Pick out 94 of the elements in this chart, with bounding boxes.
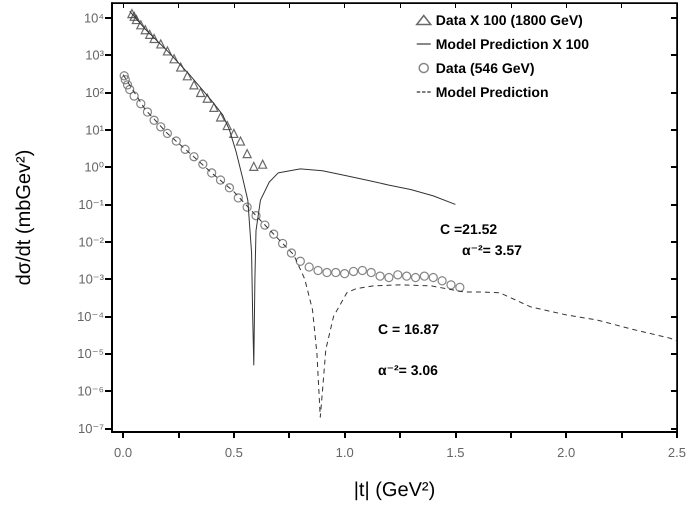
point	[322, 268, 332, 278]
point	[222, 120, 232, 130]
point	[340, 269, 350, 278]
point	[260, 220, 270, 230]
point	[122, 80, 132, 90]
point	[198, 160, 208, 169]
point	[156, 122, 166, 132]
y-tick-label: 10⁻⁶	[77, 384, 104, 399]
point	[249, 162, 258, 171]
annotation: α⁻²= 3.57	[462, 242, 522, 258]
y-tick-label: 10⁻¹	[78, 196, 105, 212]
point	[132, 14, 141, 24]
point	[142, 107, 152, 117]
point	[130, 12, 139, 21]
x-tick-label: 2.5	[668, 445, 686, 460]
annotation: C =21.52	[440, 221, 498, 237]
point	[375, 272, 385, 281]
point	[202, 94, 212, 103]
point	[446, 280, 456, 290]
legend-label: Model Prediction X 100	[436, 36, 590, 52]
x-tick-label: 1.0	[336, 445, 354, 460]
y-tick-label: 10⁰	[84, 160, 104, 175]
point	[251, 211, 261, 220]
annotation: C = 16.87	[378, 321, 440, 337]
point	[234, 193, 243, 202]
y-tick-label: 10⁻⁷	[78, 420, 104, 436]
point	[156, 39, 166, 49]
point	[269, 230, 278, 239]
point	[216, 175, 226, 185]
y-tick-label: 10⁻³	[78, 272, 105, 287]
point	[304, 262, 314, 272]
point	[127, 9, 137, 18]
point	[145, 30, 154, 40]
point	[120, 75, 130, 84]
point	[140, 25, 150, 34]
legend-label: Data (546 GeV)	[436, 60, 535, 76]
point	[189, 80, 199, 90]
point	[136, 99, 146, 108]
y-axis-title: dσ/dt (mbGev²)	[13, 150, 35, 286]
point	[149, 34, 159, 44]
point	[130, 92, 139, 101]
point	[242, 202, 252, 212]
x-tick-label: 0.5	[224, 445, 243, 460]
point	[286, 248, 296, 258]
point	[258, 160, 268, 169]
point	[162, 46, 172, 56]
point	[125, 84, 134, 94]
point	[402, 272, 412, 281]
legend-label: Model Prediction	[436, 84, 549, 100]
point	[236, 136, 246, 146]
x-tick-label: 1.5	[446, 445, 464, 460]
point	[176, 62, 186, 72]
y-tick-label: 10⁻²	[78, 234, 105, 250]
point	[136, 20, 146, 30]
point	[229, 128, 238, 138]
x-tick-label: 0.0	[114, 445, 132, 460]
point	[393, 270, 402, 280]
y-tick-label: 10¹	[85, 122, 105, 138]
point	[384, 272, 394, 282]
point	[120, 71, 129, 80]
y-tick-label: 10³	[85, 48, 105, 63]
point	[420, 272, 429, 281]
y-tick-label: 10⁻⁵	[77, 346, 104, 362]
point	[438, 276, 447, 286]
point	[428, 272, 438, 282]
point	[331, 268, 340, 278]
point	[180, 144, 190, 154]
point	[189, 152, 199, 162]
point	[216, 112, 226, 122]
point	[313, 266, 323, 276]
point	[296, 256, 305, 266]
annotation: α⁻²= 3.06	[378, 362, 438, 378]
point	[169, 54, 179, 64]
point	[207, 168, 216, 178]
x-axis-title: |t| (GeV²)	[354, 479, 436, 501]
point	[182, 71, 192, 80]
point	[366, 268, 376, 278]
point	[278, 238, 288, 248]
point	[348, 266, 358, 276]
point	[150, 116, 159, 125]
point	[196, 88, 206, 98]
point	[242, 149, 252, 158]
y-tick-label: 10⁻⁴	[77, 308, 104, 324]
y-tick-label: 10⁴	[84, 10, 104, 26]
point	[358, 266, 367, 276]
point	[172, 136, 181, 146]
y-tick-label: 10²	[85, 84, 105, 100]
point	[209, 102, 219, 112]
point	[455, 282, 464, 292]
x-tick-label: 2.0	[557, 445, 576, 460]
point	[410, 272, 420, 282]
legend-label: Data X 100 (1800 GeV)	[436, 12, 583, 28]
point	[224, 183, 234, 192]
point	[162, 128, 172, 138]
